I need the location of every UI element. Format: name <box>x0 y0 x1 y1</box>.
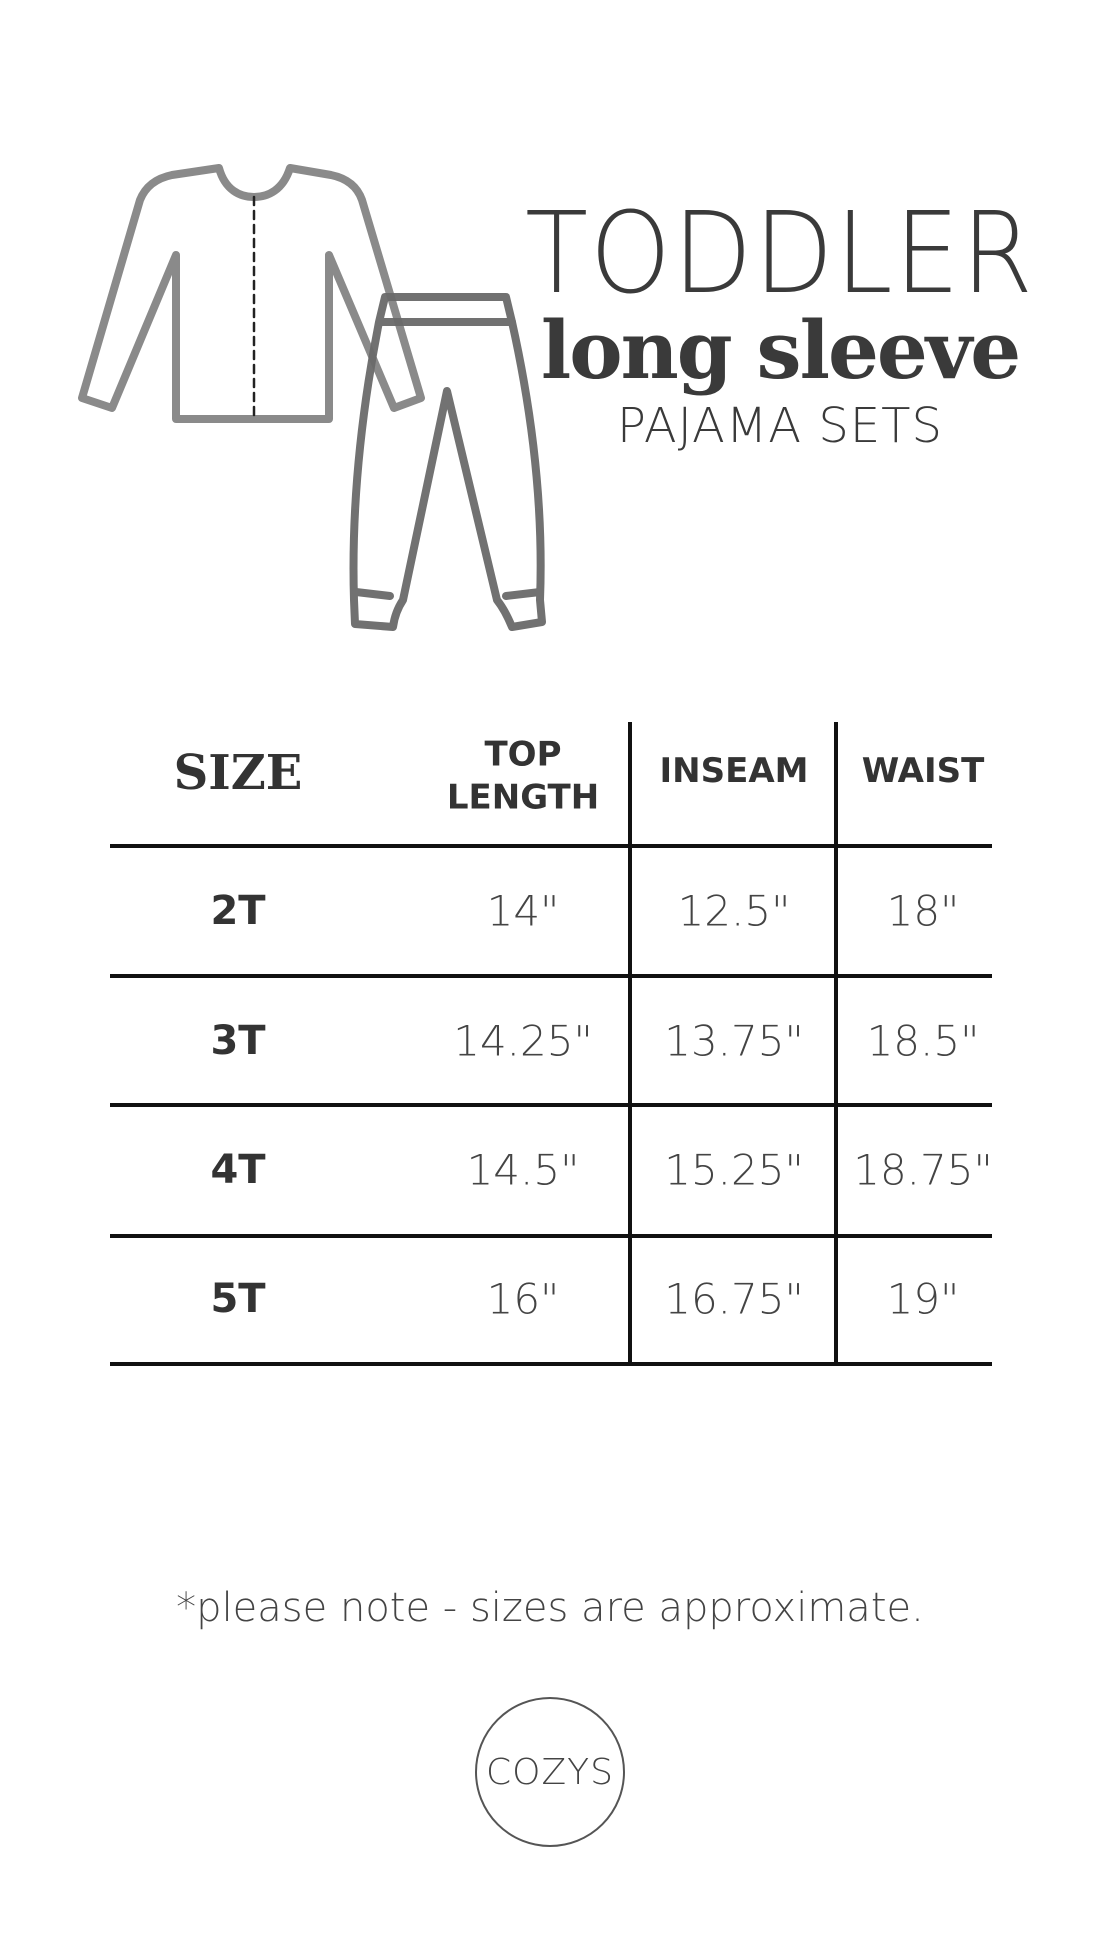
waist-cell: 18.5" <box>866 1016 980 1066</box>
size-cell: 4T <box>210 1147 266 1193</box>
top-length-cell: 14.25" <box>453 1016 593 1066</box>
approximate-sizes-note: *please note - sizes are approximate. <box>176 1585 924 1631</box>
subtitle-long-sleeve: long sleeve <box>540 303 1021 397</box>
top-length-cell: 14.5" <box>466 1145 580 1195</box>
inseam-cell: 15.25" <box>664 1145 804 1195</box>
column-divider <box>628 722 632 1366</box>
pajama-illustration <box>78 164 546 631</box>
inseam-cell: 12.5" <box>677 886 791 936</box>
row-divider <box>110 1234 992 1238</box>
waist-cell: 18" <box>886 886 960 936</box>
row-divider <box>110 1362 992 1366</box>
header-length: LENGTH <box>446 777 600 817</box>
size-cell: 3T <box>210 1018 266 1064</box>
column-divider <box>834 722 838 1366</box>
waist-cell: 18.75" <box>853 1145 993 1195</box>
inseam-cell: 13.75" <box>664 1016 804 1066</box>
row-divider <box>110 1103 992 1107</box>
header-top-length: TOP LENGTH <box>447 734 599 819</box>
row-divider <box>110 844 992 848</box>
cozys-logo: COZYS <box>475 1697 625 1847</box>
size-cell: 5T <box>210 1276 266 1322</box>
header-waist: WAIST <box>861 750 985 791</box>
long-sleeve-top-icon <box>78 164 425 423</box>
header-inseam: INSEAM <box>659 750 809 791</box>
pajama-pants-icon <box>349 293 546 631</box>
top-length-cell: 14" <box>486 886 560 936</box>
header-size: SIZE <box>173 745 303 801</box>
waist-cell: 19" <box>886 1274 960 1324</box>
top-length-cell: 16" <box>486 1274 560 1324</box>
size-cell: 2T <box>210 888 266 934</box>
title-toddler: TODDLER <box>525 189 1035 319</box>
logo-text: COZYS <box>486 1751 614 1793</box>
subtitle-pajama-sets: PAJAMA SETS <box>617 398 943 454</box>
header-top: TOP <box>484 734 562 775</box>
row-divider <box>110 974 992 978</box>
inseam-cell: 16.75" <box>664 1274 804 1324</box>
